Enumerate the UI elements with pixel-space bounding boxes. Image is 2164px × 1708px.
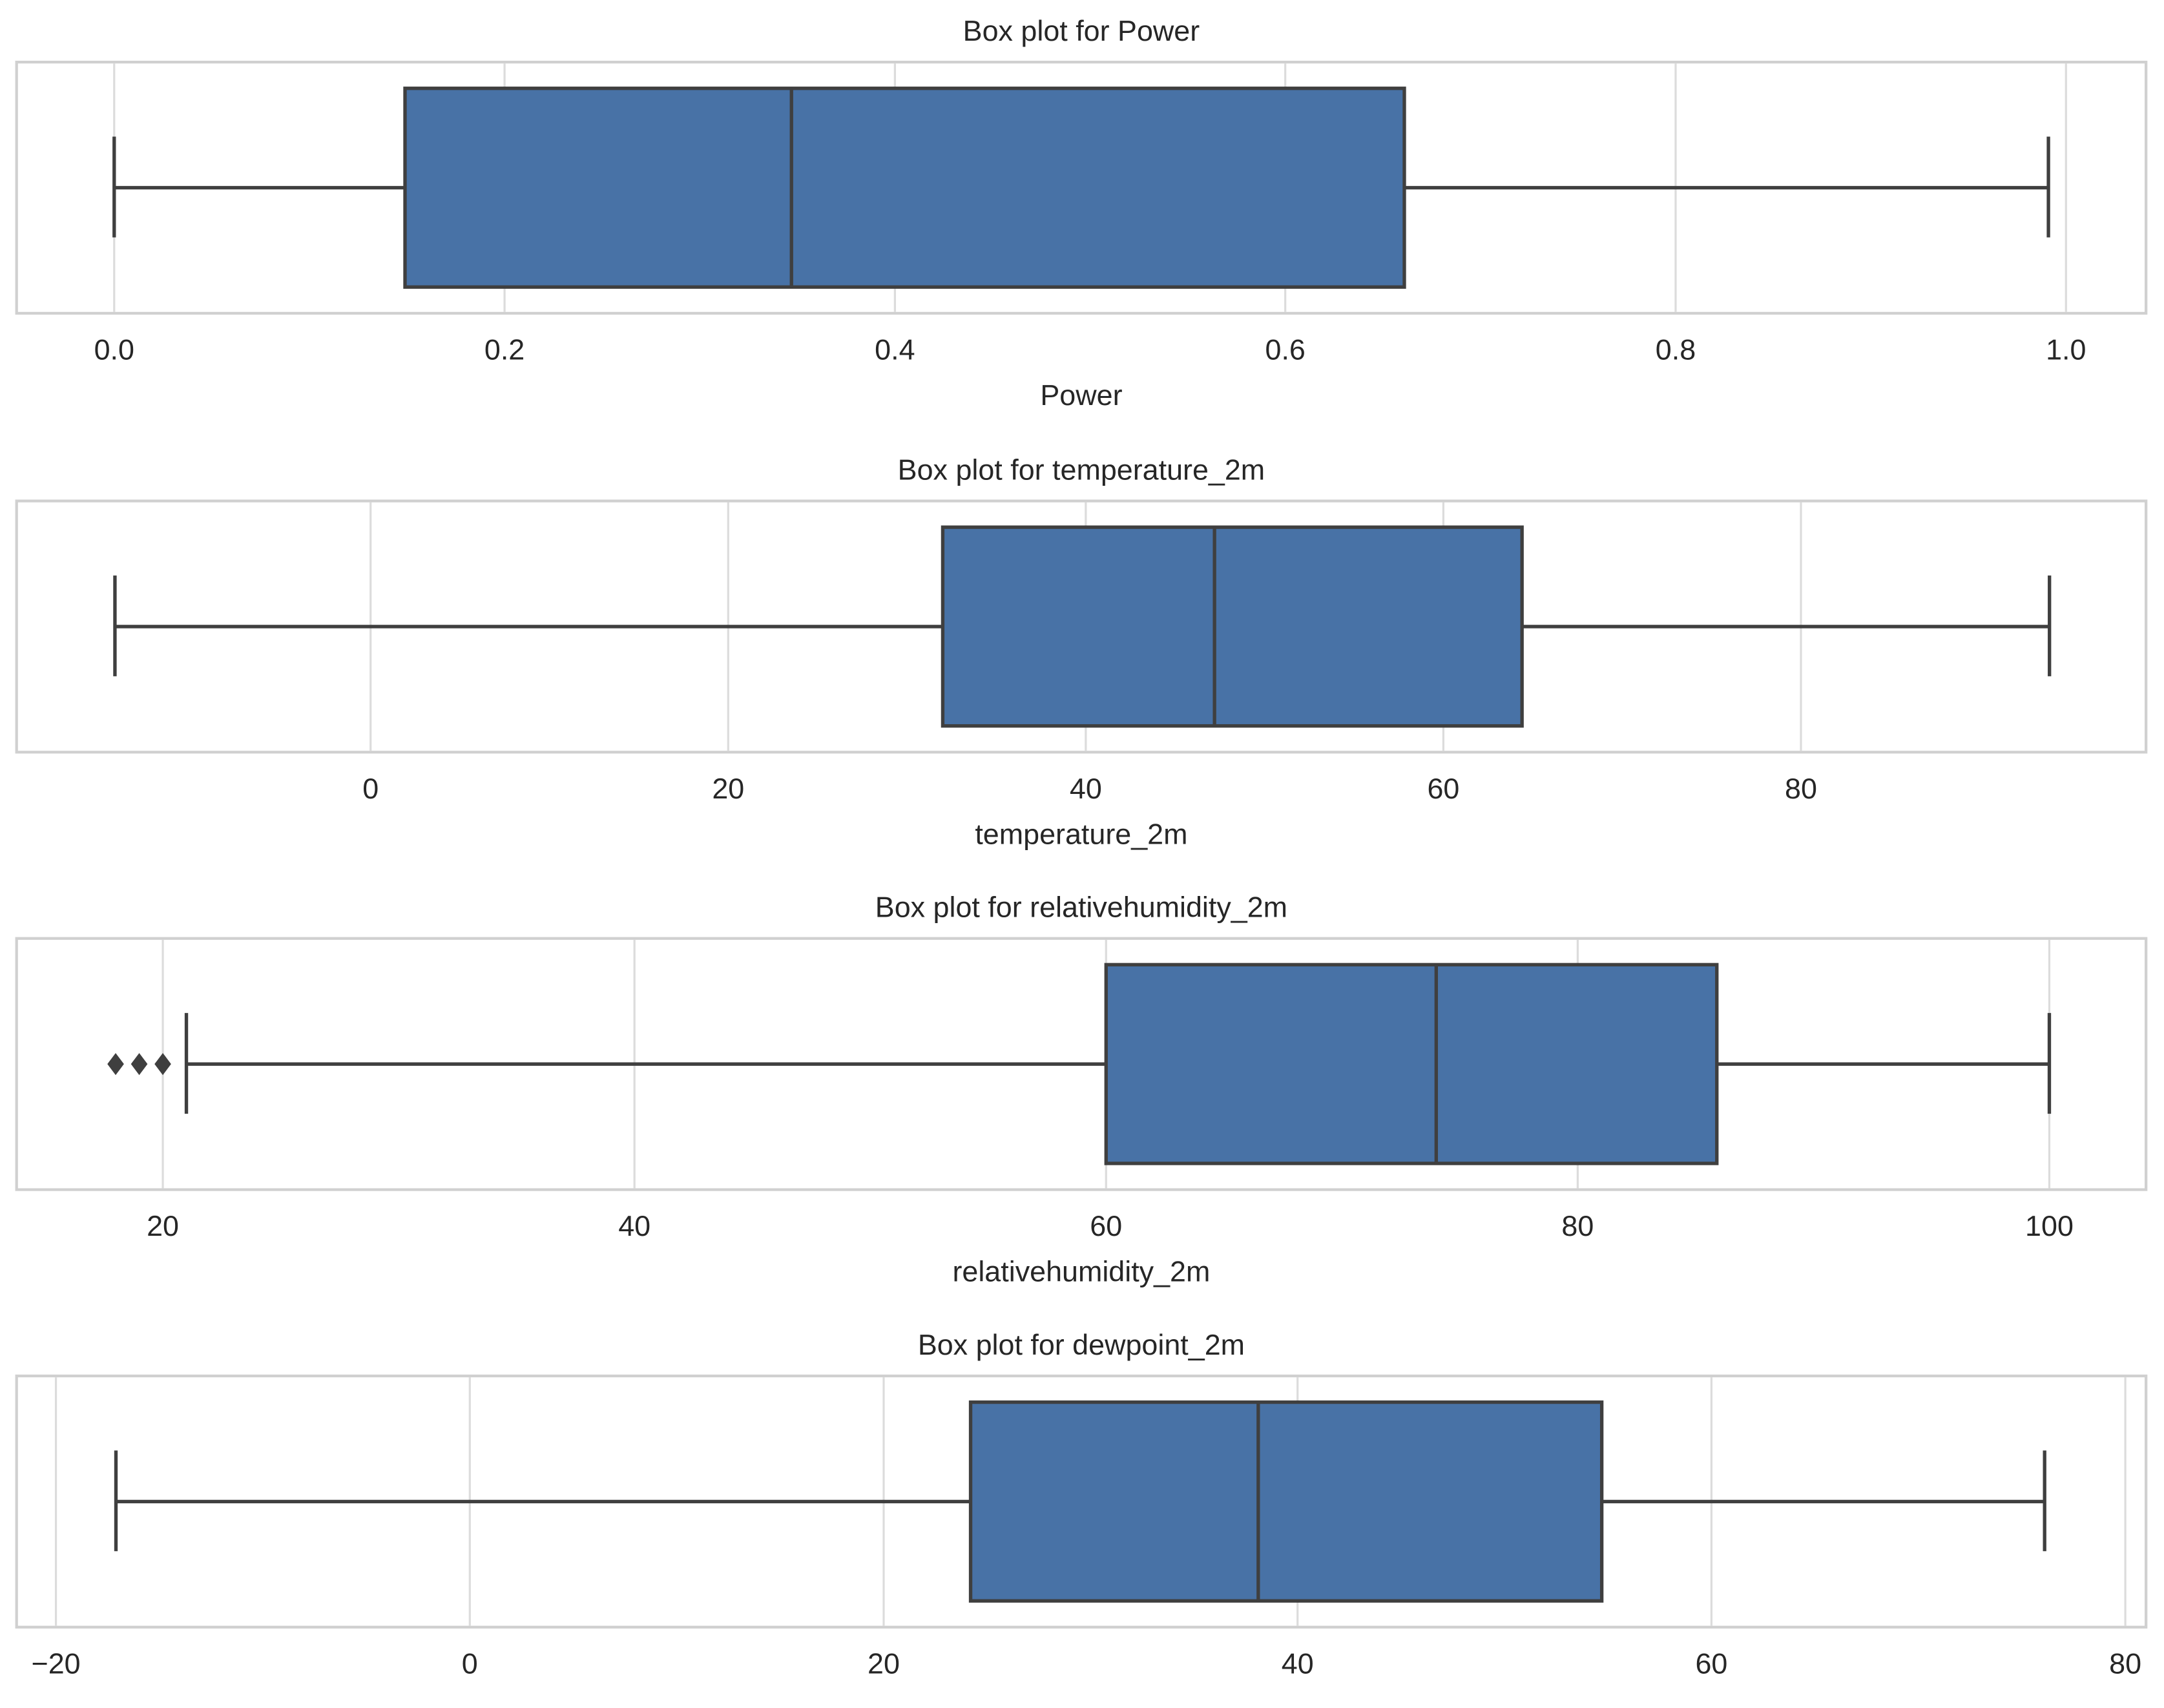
x-tick-label: 20 — [147, 1209, 179, 1242]
chart-title: Box plot for temperature_2m — [898, 453, 1265, 486]
x-tick-label: 0.0 — [94, 333, 134, 366]
x-tick-label: 80 — [1785, 772, 1817, 805]
x-tick-label: 40 — [1282, 1647, 1314, 1680]
x-tick-label: 0 — [462, 1647, 478, 1680]
x-axis-label: temperature_2m — [975, 817, 1187, 850]
x-tick-label: 1.0 — [2046, 333, 2086, 366]
x-tick-label: 40 — [1070, 772, 1102, 805]
outlier — [107, 1053, 124, 1076]
box — [1104, 963, 1719, 1165]
x-tick-label: 60 — [1695, 1647, 1727, 1680]
x-axis-label: Power — [1040, 379, 1122, 411]
x-tick-label: 20 — [712, 772, 744, 805]
x-tick-label: 40 — [618, 1209, 650, 1242]
box — [403, 87, 1406, 289]
x-axis-label: relativehumidity_2m — [952, 1255, 1210, 1288]
x-tick-label: 20 — [868, 1647, 900, 1680]
x-tick-label: 0.8 — [1656, 333, 1696, 366]
box — [941, 525, 1524, 728]
x-tick-label: 100 — [2025, 1209, 2074, 1242]
chart-title: Box plot for relativehumidity_2m — [875, 891, 1287, 924]
chart-title: Box plot for dewpoint_2m — [918, 1328, 1245, 1361]
box — [968, 1400, 1604, 1603]
x-tick-label: 60 — [1090, 1209, 1122, 1242]
chart-title: Box plot for Power — [963, 14, 1200, 47]
outlier — [130, 1053, 148, 1076]
outlier — [154, 1053, 171, 1076]
x-tick-label: 0.6 — [1265, 333, 1305, 366]
x-tick-label: 0 — [362, 772, 379, 805]
x-tick-label: 60 — [1427, 772, 1459, 805]
x-tick-label: 0.2 — [484, 333, 525, 366]
x-tick-label: 80 — [2109, 1647, 2141, 1680]
x-tick-label: 80 — [1561, 1209, 1594, 1242]
x-tick-label: 0.4 — [875, 333, 915, 366]
x-tick-label: −20 — [32, 1647, 81, 1680]
